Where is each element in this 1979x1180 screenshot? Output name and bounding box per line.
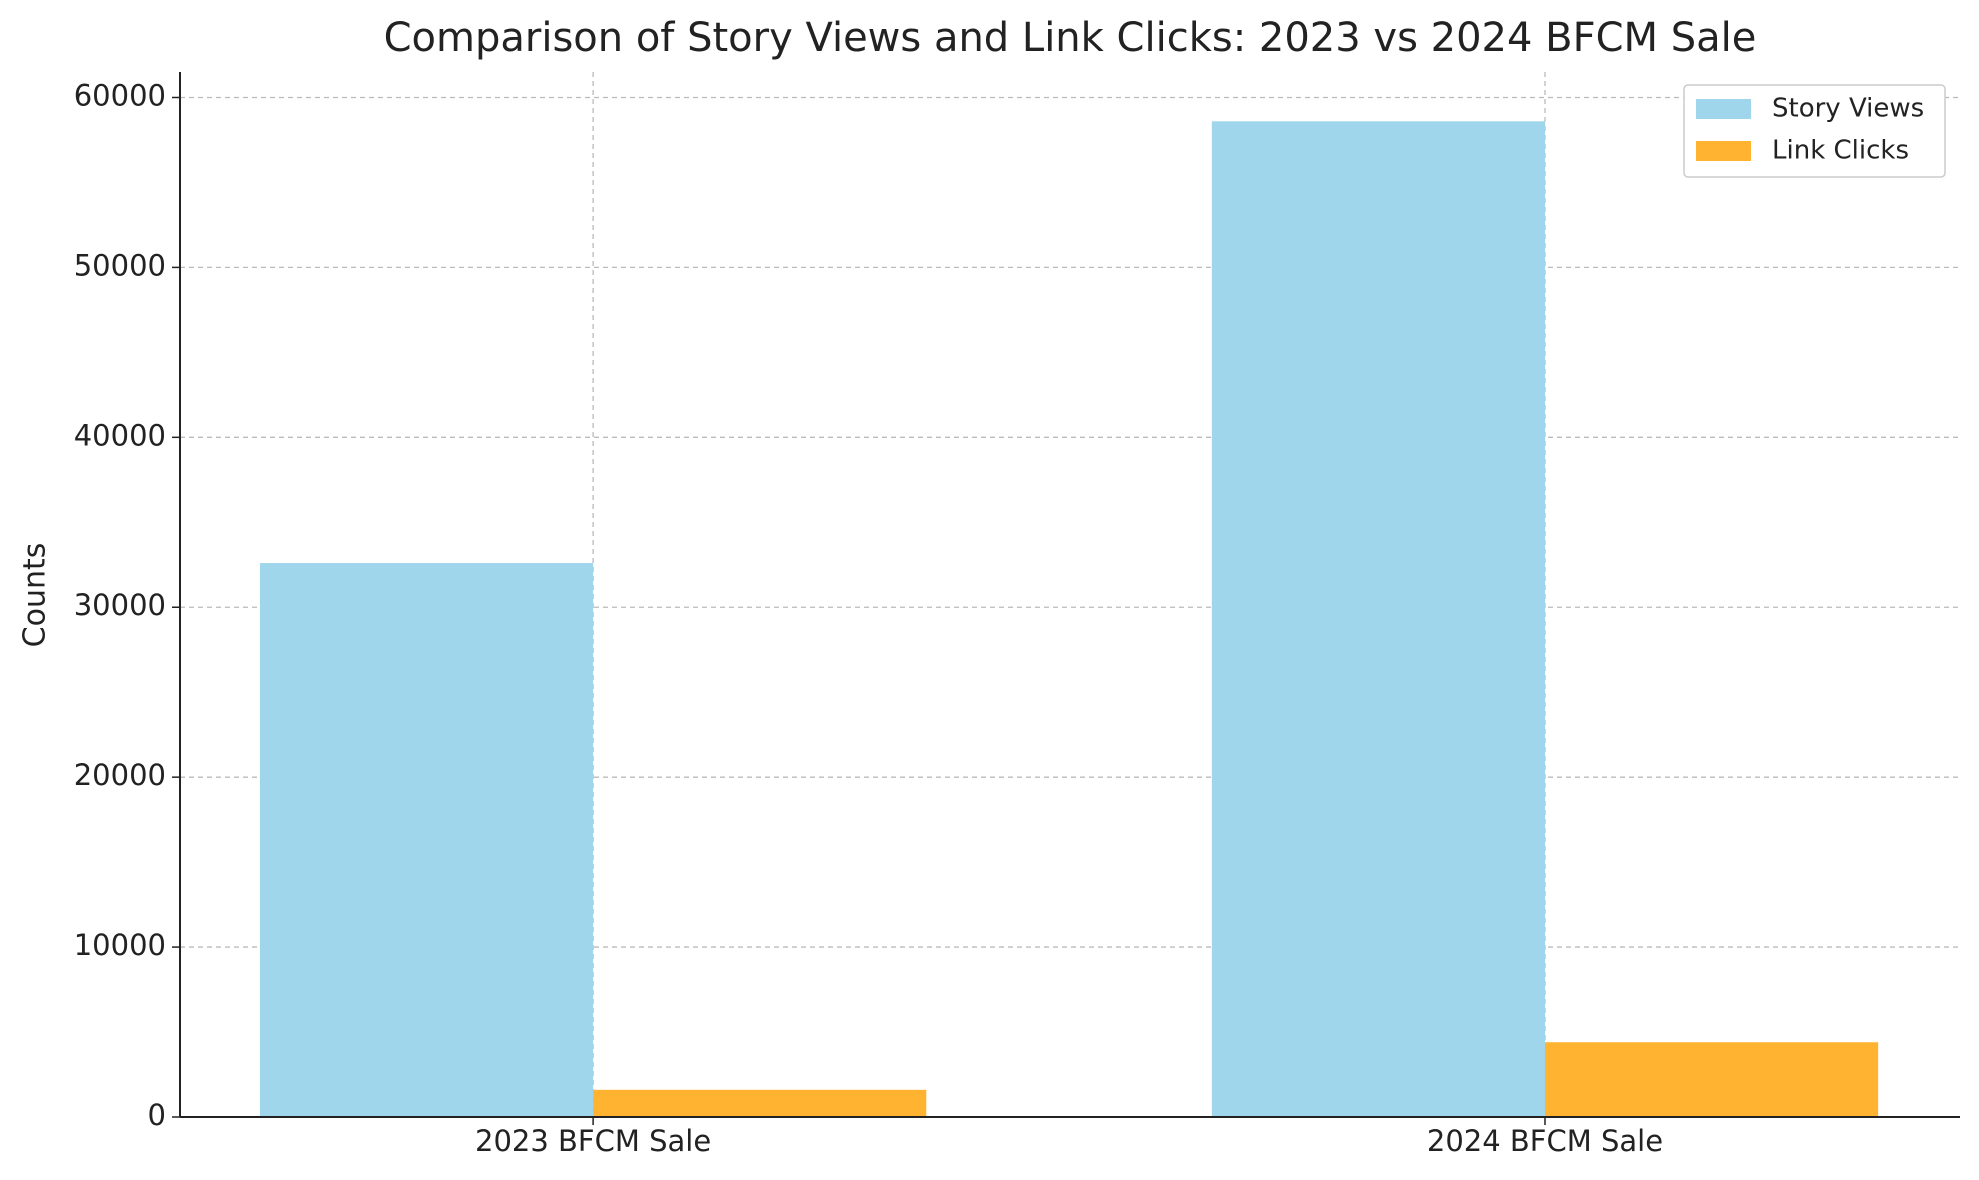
legend-swatch (1696, 141, 1751, 161)
bar (259, 563, 594, 1117)
y-axis-label: Counts (18, 543, 53, 648)
y-tick-label: 30000 (74, 588, 166, 622)
y-tick-label: 60000 (74, 78, 166, 112)
x-tick-label: 2024 BFCM Sale (1427, 1124, 1663, 1158)
chart-title: Comparison of Story Views and Link Click… (384, 15, 1757, 61)
y-tick-label: 0 (148, 1098, 166, 1132)
legend-label: Link Clicks (1772, 136, 1909, 166)
y-tick-label: 40000 (74, 418, 166, 452)
bar (1211, 121, 1545, 1117)
y-tick-label: 50000 (74, 248, 166, 282)
y-tick-label: 10000 (74, 928, 166, 962)
x-tick-label: 2023 BFCM Sale (475, 1124, 711, 1158)
legend: Story Views Link Clicks (1683, 84, 1946, 178)
bar (593, 1089, 927, 1117)
bar (1544, 1042, 1879, 1117)
legend-swatch (1696, 99, 1751, 119)
y-tick-label: 20000 (74, 758, 166, 792)
legend-label: Story Views (1772, 94, 1924, 124)
